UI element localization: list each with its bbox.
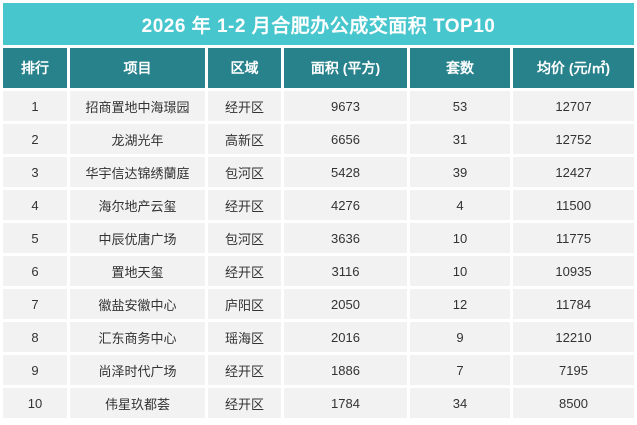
cell-units: 34 (410, 388, 510, 418)
cell-district: 经开区 (208, 91, 281, 121)
cell-district: 经开区 (208, 355, 281, 385)
cell-area: 9673 (284, 91, 407, 121)
cell-units: 10 (410, 256, 510, 286)
cell-district: 包河区 (208, 157, 281, 187)
column-header-area: 面积 (平方) (284, 48, 407, 88)
cell-avg-price: 11784 (513, 289, 634, 319)
cell-district: 经开区 (208, 388, 281, 418)
cell-project: 华宇信达锦绣蘭庭 (70, 157, 205, 187)
cell-rank: 8 (3, 322, 67, 352)
cell-units: 53 (410, 91, 510, 121)
cell-units: 4 (410, 190, 510, 220)
cell-units: 31 (410, 124, 510, 154)
cell-avg-price: 8500 (513, 388, 634, 418)
column-header-units: 套数 (410, 48, 510, 88)
cell-avg-price: 7195 (513, 355, 634, 385)
cell-area: 2050 (284, 289, 407, 319)
cell-project: 龙湖光年 (70, 124, 205, 154)
column-header-district: 区域 (208, 48, 281, 88)
column-header-project: 项目 (70, 48, 205, 88)
cell-project: 徽盐安徽中心 (70, 289, 205, 319)
cell-rank: 5 (3, 223, 67, 253)
cell-rank: 10 (3, 388, 67, 418)
cell-project: 置地天玺 (70, 256, 205, 286)
cell-rank: 4 (3, 190, 67, 220)
cell-rank: 1 (3, 91, 67, 121)
cell-avg-price: 12210 (513, 322, 634, 352)
page-title: 2026 年 1-2 月合肥办公成交面积 TOP10 (3, 3, 634, 45)
cell-avg-price: 12427 (513, 157, 634, 187)
cell-units: 9 (410, 322, 510, 352)
cell-units: 39 (410, 157, 510, 187)
cell-area: 3636 (284, 223, 407, 253)
cell-avg-price: 12707 (513, 91, 634, 121)
cell-area: 1886 (284, 355, 407, 385)
cell-rank: 9 (3, 355, 67, 385)
cell-district: 高新区 (208, 124, 281, 154)
data-table: 排行 项目 区域 面积 (平方) 套数 均价 (元/㎡) 1 招商置地中海璟园 经开… (3, 48, 634, 418)
cell-rank: 3 (3, 157, 67, 187)
cell-district: 包河区 (208, 223, 281, 253)
cell-avg-price: 10935 (513, 256, 634, 286)
cell-area: 6656 (284, 124, 407, 154)
cell-area: 2016 (284, 322, 407, 352)
cell-area: 4276 (284, 190, 407, 220)
cell-project: 汇东商务中心 (70, 322, 205, 352)
column-header-avg-price: 均价 (元/㎡) (513, 48, 634, 88)
cell-area: 5428 (284, 157, 407, 187)
cell-rank: 2 (3, 124, 67, 154)
cell-project: 海尔地产云玺 (70, 190, 205, 220)
cell-district: 瑶海区 (208, 322, 281, 352)
cell-area: 1784 (284, 388, 407, 418)
cell-units: 7 (410, 355, 510, 385)
cell-project: 伟星玖都荟 (70, 388, 205, 418)
cell-rank: 6 (3, 256, 67, 286)
cell-units: 12 (410, 289, 510, 319)
cell-district: 经开区 (208, 256, 281, 286)
cell-project: 中辰优唐广场 (70, 223, 205, 253)
cell-avg-price: 11775 (513, 223, 634, 253)
cell-avg-price: 12752 (513, 124, 634, 154)
cell-district: 庐阳区 (208, 289, 281, 319)
cell-district: 经开区 (208, 190, 281, 220)
cell-area: 3116 (284, 256, 407, 286)
cell-project: 招商置地中海璟园 (70, 91, 205, 121)
cell-rank: 7 (3, 289, 67, 319)
cell-project: 尚泽时代广场 (70, 355, 205, 385)
cell-units: 10 (410, 223, 510, 253)
column-header-rank: 排行 (3, 48, 67, 88)
cell-avg-price: 11500 (513, 190, 634, 220)
